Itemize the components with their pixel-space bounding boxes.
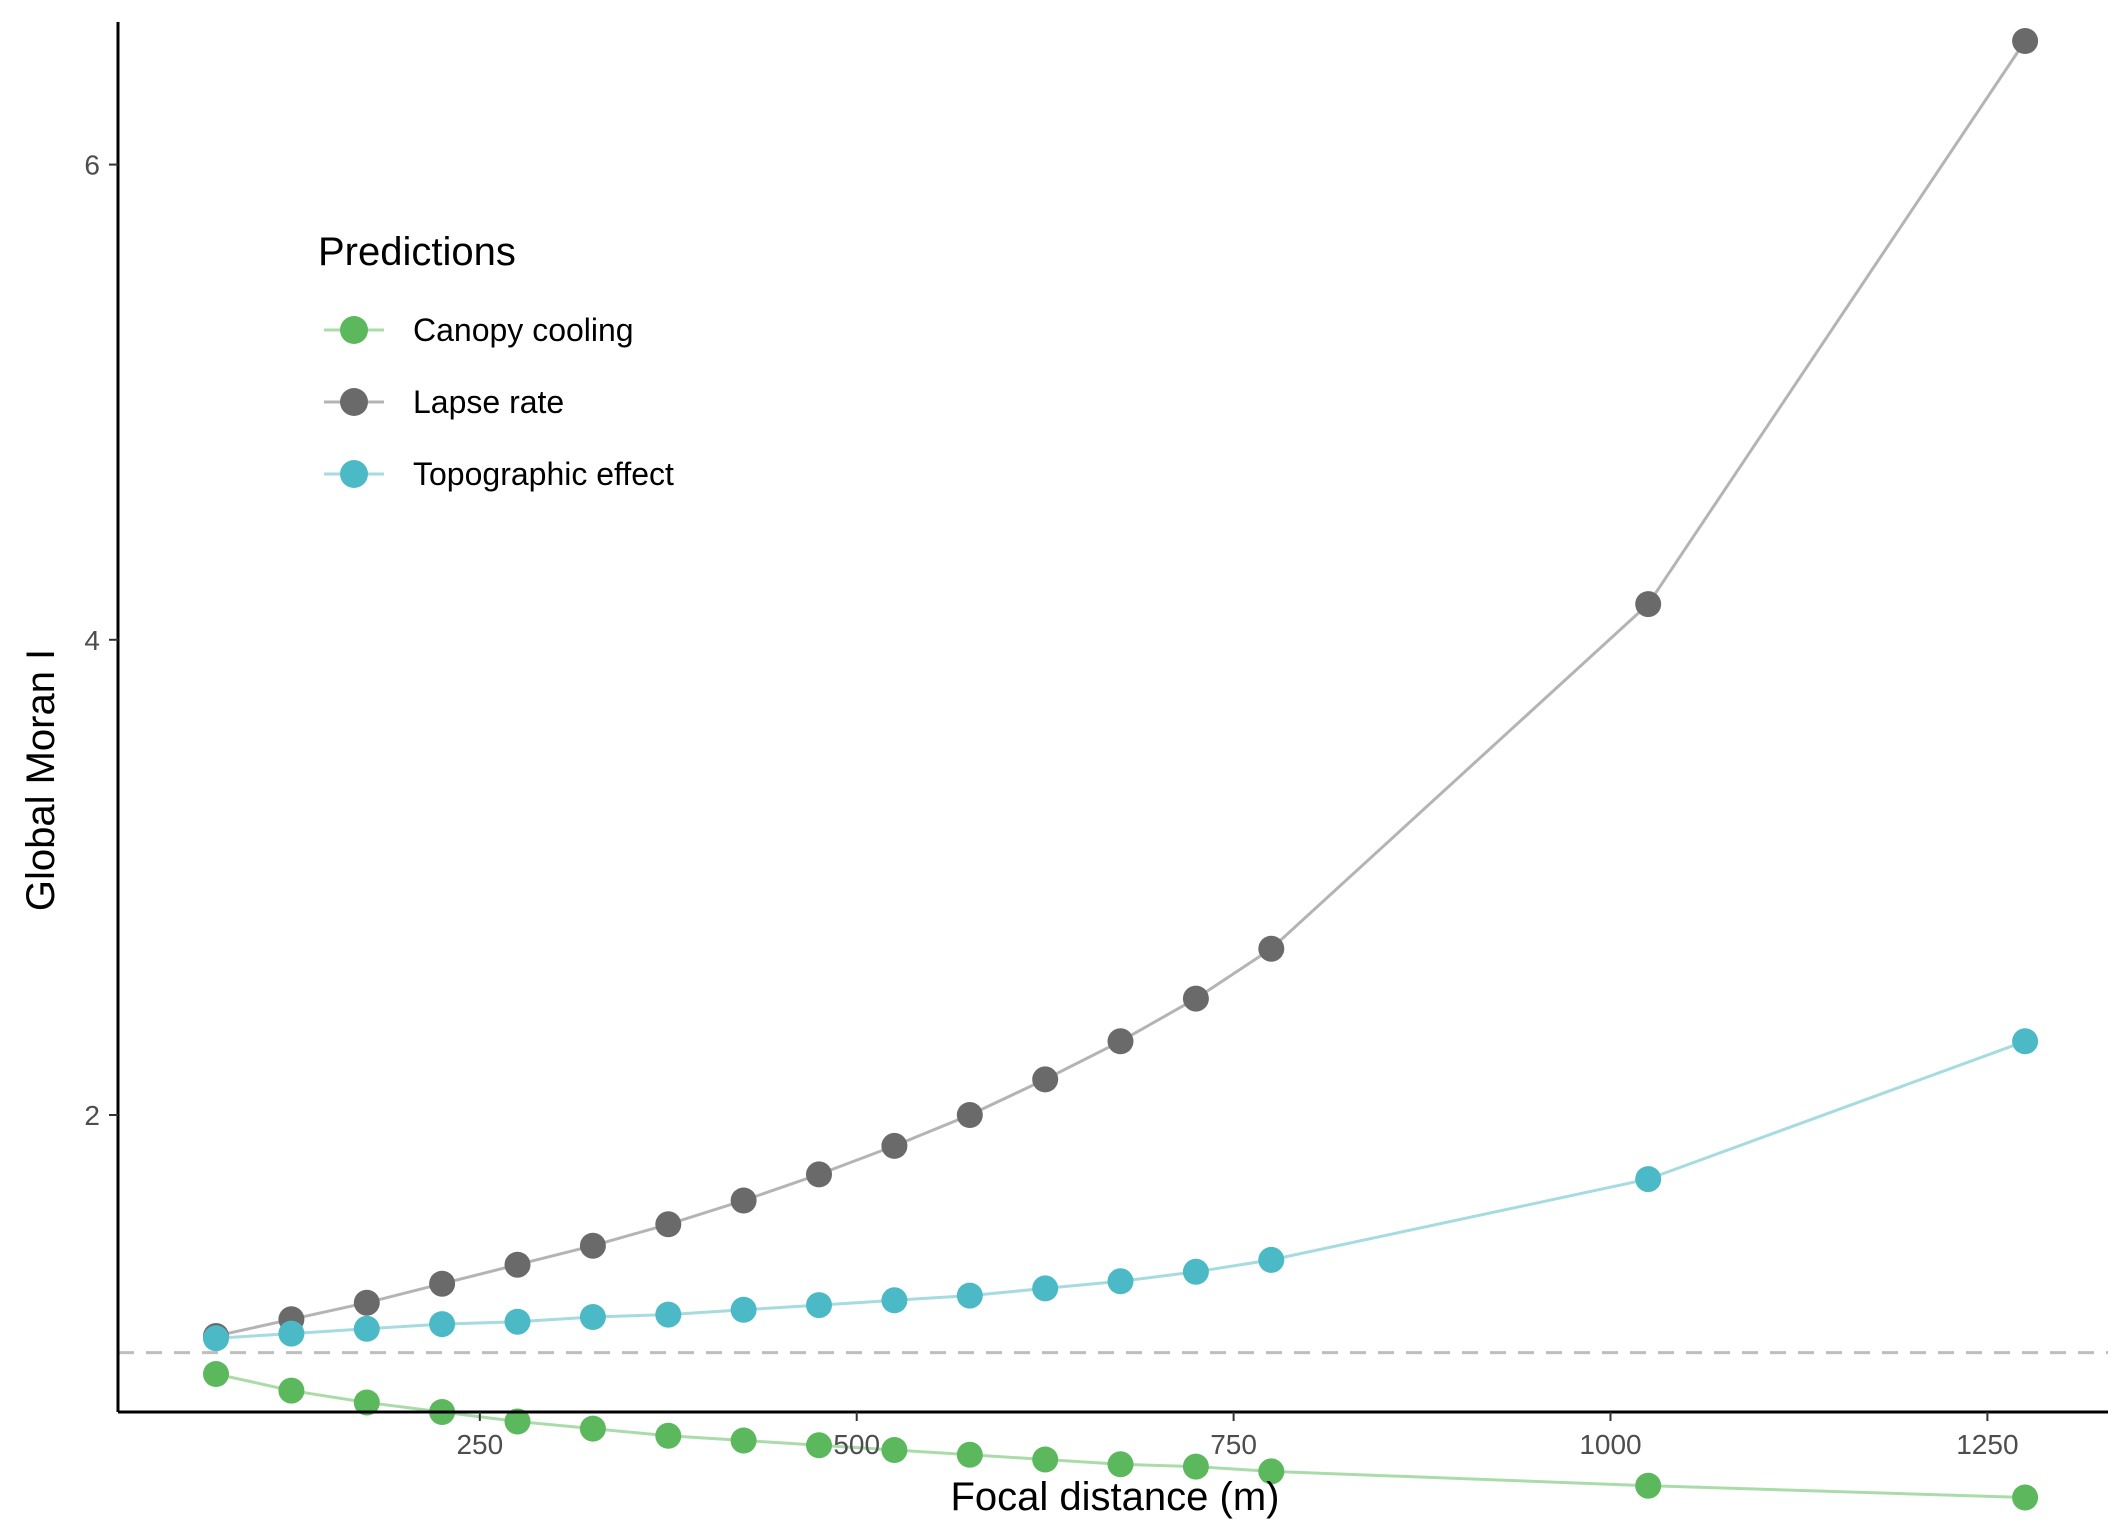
y-axis-ticks: 2 4 6: [84, 150, 118, 1131]
x-tick-label: 1000: [1579, 1429, 1641, 1460]
data-point-lapse-rate: [956, 1102, 983, 1128]
data-point-canopy-cooling: [730, 1427, 757, 1454]
data-point-lapse-rate: [1635, 591, 1662, 618]
data-point-topographic-effect: [2012, 1028, 2039, 1055]
y-tick-label: 6: [84, 150, 100, 181]
legend-items: Canopy cooling Lapse rate Topographic effe…: [324, 312, 674, 492]
data-point-lapse-rate: [1258, 935, 1285, 962]
data-point-topographic-effect: [579, 1304, 606, 1330]
legend-key-marker: [340, 460, 368, 488]
data-point-canopy-cooling: [504, 1408, 531, 1435]
data-point-canopy-cooling: [2012, 1484, 2039, 1511]
data-point-topographic-effect: [1635, 1166, 1662, 1193]
data-point-lapse-rate: [429, 1270, 456, 1297]
data-point-lapse-rate: [353, 1289, 380, 1316]
data-point-topographic-effect: [429, 1311, 456, 1338]
data-point-canopy-cooling: [655, 1422, 682, 1449]
x-tick-label: 1250: [1956, 1429, 2018, 1460]
data-point-topographic-effect: [353, 1315, 380, 1342]
series-points: [203, 28, 2039, 1511]
legend-key-marker: [340, 388, 368, 416]
data-point-canopy-cooling: [278, 1377, 305, 1404]
data-point-topographic-effect: [1032, 1275, 1059, 1302]
data-point-canopy-cooling: [1182, 1453, 1209, 1480]
legend-label: Canopy cooling: [413, 312, 634, 348]
data-point-topographic-effect: [1107, 1268, 1134, 1295]
data-point-canopy-cooling: [353, 1389, 380, 1416]
x-tick-label: 750: [1210, 1429, 1257, 1460]
x-tick-label: 500: [833, 1429, 880, 1460]
data-point-lapse-rate: [504, 1251, 531, 1278]
data-point-topographic-effect: [1258, 1246, 1285, 1273]
data-point-topographic-effect: [1182, 1258, 1209, 1285]
data-point-topographic-effect: [655, 1301, 682, 1328]
y-tick-label: 4: [84, 625, 100, 656]
data-point-lapse-rate: [579, 1232, 606, 1259]
data-point-lapse-rate: [1182, 985, 1209, 1012]
data-point-canopy-cooling: [1635, 1472, 1662, 1499]
data-point-topographic-effect: [504, 1308, 531, 1335]
data-point-canopy-cooling: [1032, 1446, 1059, 1473]
legend-item-topographic-effect: Topographic effect: [324, 456, 674, 492]
y-axis-title: Global Moran I: [19, 649, 63, 911]
data-point-topographic-effect: [956, 1282, 983, 1309]
data-point-topographic-effect: [278, 1320, 305, 1347]
data-point-canopy-cooling: [956, 1441, 983, 1468]
data-point-canopy-cooling: [1107, 1451, 1134, 1478]
legend-label: Lapse rate: [413, 384, 564, 420]
legend-key-marker: [340, 316, 368, 344]
legend-item-lapse-rate: Lapse rate: [324, 384, 564, 420]
legend-label: Topographic effect: [413, 456, 674, 492]
data-point-lapse-rate: [1032, 1066, 1059, 1093]
data-point-topographic-effect: [730, 1296, 757, 1323]
data-point-canopy-cooling: [579, 1415, 606, 1442]
data-point-lapse-rate: [730, 1187, 757, 1214]
data-point-topographic-effect: [203, 1325, 229, 1352]
data-point-canopy-cooling: [806, 1432, 832, 1459]
x-axis-title: Focal distance (m): [951, 1475, 1280, 1519]
data-point-lapse-rate: [881, 1132, 908, 1159]
data-point-lapse-rate: [655, 1211, 682, 1238]
x-axis-ticks: 250 500 750 1000 1250: [456, 1412, 2019, 1460]
data-point-canopy-cooling: [881, 1437, 908, 1463]
data-point-topographic-effect: [806, 1292, 832, 1319]
data-point-lapse-rate: [2012, 28, 2039, 54]
data-point-canopy-cooling: [203, 1361, 229, 1387]
x-tick-label: 250: [456, 1429, 503, 1460]
data-point-canopy-cooling: [1258, 1458, 1285, 1485]
data-point-topographic-effect: [881, 1287, 908, 1314]
y-tick-label: 2: [84, 1100, 100, 1131]
legend-item-canopy-cooling: Canopy cooling: [324, 312, 634, 348]
legend-title: Predictions: [318, 230, 516, 274]
legend: Predictions Canopy cooling Lapse rate Topo…: [318, 230, 674, 492]
data-point-lapse-rate: [1107, 1028, 1134, 1055]
data-point-lapse-rate: [806, 1161, 832, 1188]
